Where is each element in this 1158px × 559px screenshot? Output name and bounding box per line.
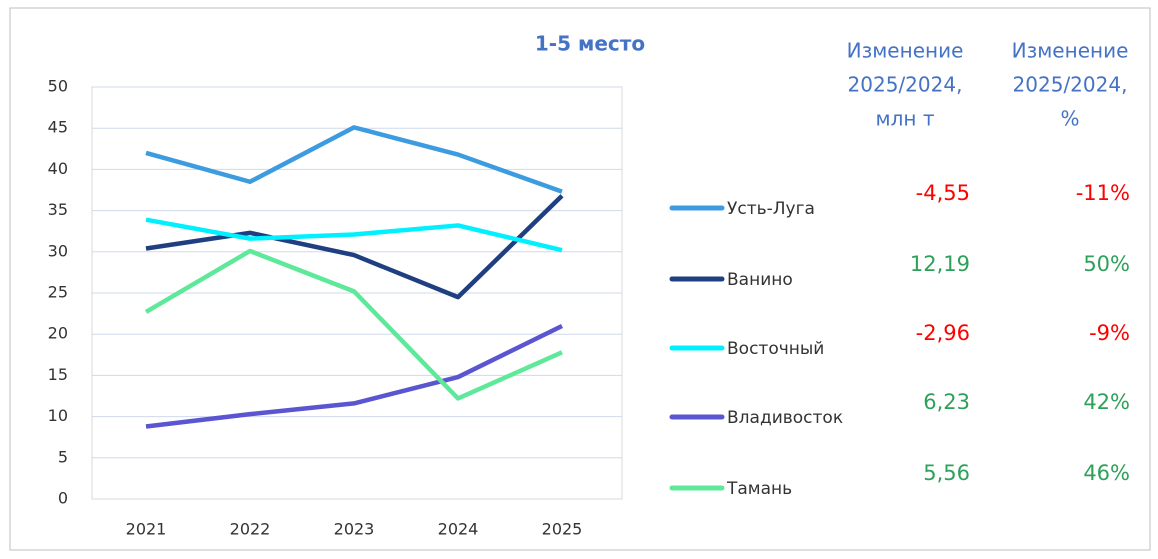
- table-value: -9%: [1089, 321, 1130, 345]
- series-line: [145, 217, 563, 253]
- y-tick-label: 30: [48, 241, 68, 260]
- series-line: [145, 323, 563, 429]
- legend-label: Восточный: [727, 339, 824, 359]
- y-tick-label: 45: [48, 118, 68, 137]
- table-value: 6,23: [923, 390, 970, 414]
- table-value: 46%: [1083, 461, 1130, 485]
- chart-title: 1-5 место: [535, 32, 645, 56]
- table-value: -2,96: [916, 321, 970, 345]
- legend-label: Усть-Луга: [727, 199, 815, 219]
- x-tick-label: 2021: [126, 520, 167, 539]
- y-tick-label: 35: [48, 200, 68, 219]
- legend-label: Владивосток: [727, 408, 843, 428]
- table-header: 2025/2024,: [848, 73, 963, 97]
- table-value: 42%: [1083, 390, 1130, 414]
- y-tick-label: 10: [48, 406, 68, 425]
- table-value: -4,55: [916, 181, 970, 205]
- y-tick-label: 50: [48, 77, 68, 96]
- table-header: Изменение: [1012, 39, 1129, 63]
- y-tick-label: 40: [48, 159, 68, 178]
- legend-label: Ванино: [727, 270, 793, 290]
- series-line: [145, 194, 564, 300]
- x-tick-label: 2022: [230, 520, 271, 539]
- y-tick-label: 20: [48, 324, 68, 343]
- table-value: -11%: [1076, 181, 1130, 205]
- chart-frame: [9, 7, 1151, 551]
- table-header: Изменение: [847, 39, 964, 63]
- table-value: 12,19: [910, 252, 970, 276]
- x-tick-label: 2024: [438, 520, 479, 539]
- x-tick-label: 2025: [542, 520, 583, 539]
- series-line: [144, 248, 563, 401]
- legend-label: Тамань: [726, 479, 792, 499]
- table-value: 50%: [1083, 252, 1130, 276]
- y-tick-label: 5: [58, 447, 68, 466]
- table-header: %: [1060, 107, 1079, 131]
- table-header: млн т: [876, 107, 935, 131]
- series-line: [145, 125, 563, 194]
- x-tick-label: 2023: [334, 520, 375, 539]
- table-value: 5,56: [923, 461, 970, 485]
- table-header: 2025/2024,: [1013, 73, 1128, 97]
- y-tick-label: 0: [58, 489, 68, 508]
- y-tick-label: 15: [48, 365, 68, 384]
- y-tick-label: 25: [48, 283, 68, 302]
